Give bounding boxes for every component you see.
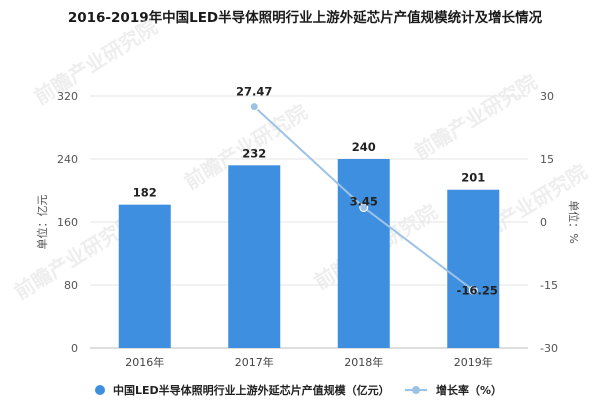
y-tick-left-0: 0 <box>71 342 78 355</box>
y-tick-left-4: 320 <box>57 90 78 103</box>
growth-label-1: 3.45 <box>350 195 378 209</box>
legend-bar-label: 中国LED半导体照明行业上游外延芯片产值规模（亿元） <box>113 383 390 397</box>
y-tick-left-2: 160 <box>57 216 78 229</box>
y-tick-right-3: 15 <box>540 153 554 166</box>
y-tick-right-2: 0 <box>540 216 547 229</box>
y-axis-label-left: 单位：亿元 <box>35 195 49 250</box>
watermark-0: 前瞻产业研究院 <box>30 15 161 110</box>
y-tick-right-0: -30 <box>540 342 558 355</box>
y-tick-left-3: 240 <box>57 153 78 166</box>
bar-1 <box>228 165 281 348</box>
y-tick-left-1: 80 <box>64 279 78 292</box>
legend-bar-marker <box>95 385 105 395</box>
x-tick-1: 2017年 <box>235 355 274 369</box>
growth-label-0: 27.47 <box>236 85 272 99</box>
watermark-2: 前瞻产业研究院 <box>410 70 541 165</box>
bar-label-0: 182 <box>133 186 157 200</box>
bar-0 <box>118 204 171 348</box>
legend-line-label: 增长率（%） <box>436 383 502 397</box>
growth-label-2: -16.25 <box>457 283 498 297</box>
chart-title: 2016-2019年中国LED半导体照明行业上游外延芯片产值规模统计及增长情况 <box>67 10 543 26</box>
legend-line-dot <box>412 386 420 394</box>
bar-label-3: 201 <box>461 171 485 185</box>
bar-2 <box>337 159 390 348</box>
y-tick-right-1: -15 <box>540 279 558 292</box>
x-tick-3: 2019年 <box>454 355 493 369</box>
growth-point-2 <box>468 285 478 295</box>
bar-label-2: 240 <box>352 140 376 154</box>
growth-point-0 <box>249 102 259 112</box>
x-tick-2: 2018年 <box>344 355 383 369</box>
x-tick-0: 2016年 <box>125 355 164 369</box>
growth-point-1 <box>359 203 369 213</box>
bar-3 <box>447 189 500 348</box>
bar-label-1: 232 <box>242 146 266 160</box>
y-tick-right-4: 30 <box>540 90 554 103</box>
y-axis-label-right: 单位：% <box>567 200 581 243</box>
